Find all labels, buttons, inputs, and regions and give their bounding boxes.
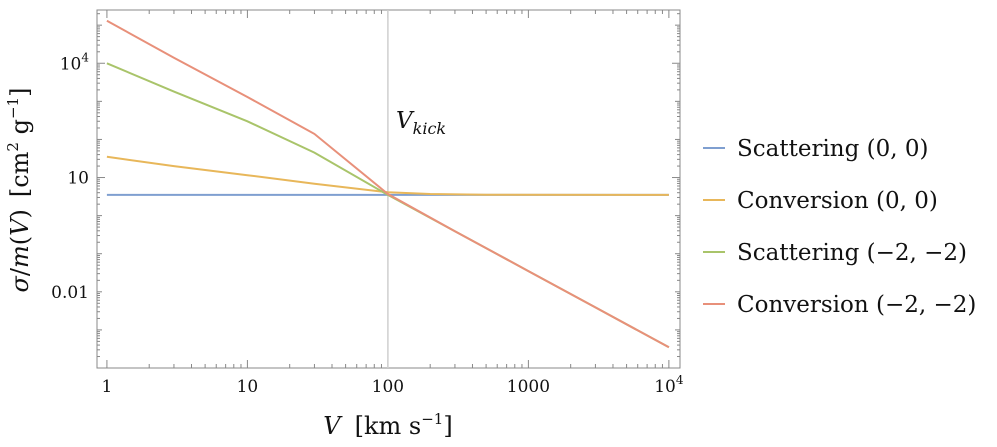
x-tick-label: 100 (372, 377, 404, 397)
series-line-2 (106, 155, 669, 196)
x-tick-label: 104 (654, 373, 684, 397)
ticks (97, 10, 680, 369)
series-line-4 (106, 19, 670, 349)
x-tick-label: 1000 (507, 377, 550, 397)
y-tick-label: 104 (60, 50, 90, 74)
y-axis-title: σ/m(V)[cm2 g−1] (4, 88, 34, 293)
legend-label: Conversion (0, 0) (737, 188, 938, 214)
x-tick-label: 10 (237, 377, 259, 397)
v-kick-annotation: Vkick (396, 108, 446, 138)
y-tick-label: 10 (67, 169, 89, 189)
series-group (106, 19, 670, 349)
legend-label: Scattering (−2, −2) (737, 240, 967, 266)
tick-labels: 1 10 100 1000 104 0.01 10 104 (51, 50, 684, 397)
legend: Scattering (0, 0) Conversion (0, 0) Scatte… (703, 136, 976, 318)
x-axis-title: V [km s−1] (323, 410, 452, 440)
legend-label: Scattering (0, 0) (737, 136, 928, 162)
legend-label: Conversion (−2, −2) (737, 292, 976, 318)
x-tick-label: 1 (102, 377, 113, 397)
y-tick-label: 0.01 (51, 283, 89, 303)
